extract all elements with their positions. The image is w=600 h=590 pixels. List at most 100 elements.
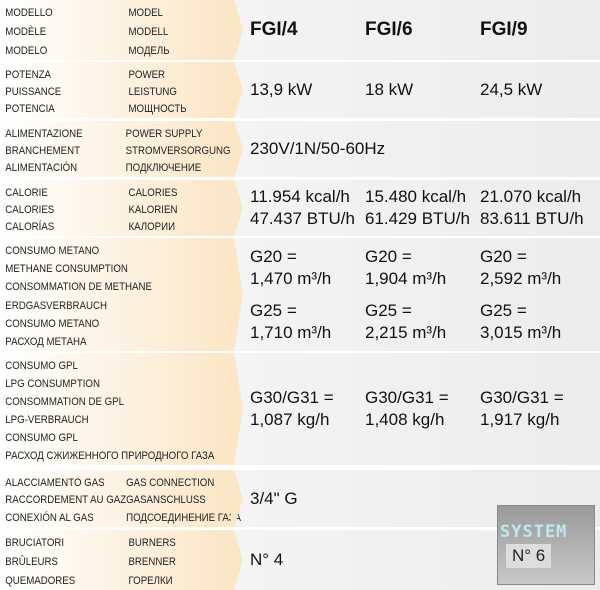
value-line: 1,087 kg/h: [250, 410, 330, 429]
label-text: CONSUMO GPL: [5, 360, 78, 372]
label-text: BRENNER: [128, 555, 176, 568]
value-line: 1,917 kg/h: [480, 410, 560, 429]
label-text: BRUCIATORI: [5, 537, 65, 550]
label-text: CALORIES: [5, 203, 55, 216]
label-text: CALORIE: [5, 186, 48, 199]
label-text: МОЩНОСТЬ: [128, 103, 187, 116]
label-text: CALORÍAS: [5, 221, 55, 234]
value: 15.480 kcal/h 61.429 BTU/h: [357, 186, 472, 230]
value-line: 47.437 BTU/h: [250, 209, 355, 228]
value-line: 11.954 kcal/h: [250, 187, 350, 206]
label-col-right: BURNERS BRENNER ГОРЕЛКИ: [128, 534, 175, 590]
label-text: KALORIEN: [128, 203, 178, 216]
label-col-left: MODELLO MODÈLE MODELO: [5, 4, 128, 60]
value: 24,5 kW: [480, 80, 543, 99]
value-line: G30/G31 =: [250, 388, 334, 407]
label-col-right: GAS CONNECTION GASANSCHLUSS ПОДСОЕДИНЕНИЕ …: [126, 474, 241, 527]
row-model: MODELLO MODÈLE MODELO MODEL MODELL МОДЕЛЬ FGI/…: [0, 0, 600, 60]
row-label: ALIMENTAZIONE BRANCHEMENT ALIMENTACIÓN POWE…: [0, 121, 231, 177]
row-values: FGI/4 FGI/6 FGI/9: [232, 0, 600, 60]
label-text: MODELLO: [5, 7, 53, 20]
row-power: POTENZA PUISSANCE POTENCIA POWER LEISTUNG МОЩ…: [0, 62, 600, 118]
label-text: CONSUMO GPL: [5, 432, 78, 444]
row-values: 11.954 kcal/h 47.437 BTU/h 15.480 kcal/h 61…: [232, 180, 600, 236]
row-values: G20 = 1,470 m³/h G25 = 1,710 m³/h G20 = 1,904…: [232, 238, 600, 351]
label-text: CALORIES: [128, 186, 178, 199]
value: 230V/1N/50-60Hz: [250, 139, 386, 158]
row-lpg-consumption: CONSUMO GPL LPG CONSUMPTION CONSOMMATION D…: [0, 353, 600, 465]
row-label: CALORIE CALORIES CALORÍAS CALORIES KALORIEN К…: [0, 180, 231, 236]
value-line: G20 =: [480, 246, 527, 266]
label-text: РАСХОД СЖИЖЕННОГО ПРИРОДНОГО ГАЗА: [5, 450, 215, 462]
label-text: POWER SUPPLY: [125, 127, 203, 140]
label-col-left: BRUCIATORI BRÛLEURS QUEMADORES: [5, 534, 128, 590]
value-line: G30/G31 =: [480, 388, 564, 407]
label-text: BRÛLEURS: [5, 555, 58, 568]
value: G20 = 2,592 m³/h G25 = 3,015 m³/h: [472, 246, 587, 344]
label-text: CONSOMMATION DE GPL: [5, 396, 124, 408]
value-line: 1,904 m³/h: [365, 268, 447, 288]
label-col-left: ALIMENTAZIONE BRANCHEMENT ALIMENTACIÓN: [5, 125, 125, 177]
value-line: G30/G31 =: [365, 388, 449, 407]
label-text: LPG CONSUMPTION: [5, 378, 100, 390]
label-text: ALACCIAMENTO GAS: [5, 476, 105, 489]
label-text: GASANSCHLUSS: [126, 494, 206, 507]
row-methane-consumption: CONSUMO METANO METHANE CONSUMPTION CONSOMM…: [0, 238, 600, 351]
label-text: POTENZA: [5, 68, 51, 81]
label-text: ПОДСОЕДИНЕНИЕ ГАЗА: [126, 512, 242, 525]
label-text: PUISSANCE: [5, 85, 62, 98]
label-col-left: CALORIE CALORIES CALORÍAS: [5, 184, 128, 236]
row-label: BRUCIATORI BRÛLEURS QUEMADORES BURNERS BRENN…: [0, 530, 231, 590]
label-text: ALIMENTACIÓN: [5, 162, 78, 175]
value: 13,9 kW: [250, 80, 313, 99]
label-text: METHANE CONSUMPTION: [5, 263, 128, 276]
value: 21.070 kcal/h 83.611 BTU/h: [472, 186, 587, 230]
value: 3/4" G: [250, 488, 298, 508]
label-text: STROMVERSORGUNG: [125, 144, 231, 157]
model-name: FGI/6: [365, 19, 413, 40]
row-label: MODELLO MODÈLE MODELO MODEL MODELL МОДЕЛЬ: [0, 0, 231, 60]
value-line: 61.429 BTU/h: [365, 209, 470, 228]
value-line: 1,710 m³/h: [250, 322, 332, 342]
row-label: ALACCIAMENTO GAS RACCORDEMENT AU GAZ CONEX…: [0, 470, 241, 527]
label-text: MODELL: [128, 25, 169, 38]
value: G30/G31 = 1,087 kg/h: [242, 387, 357, 431]
label-col-right: POWER SUPPLY STROMVERSORGUNG ПОДКЛЮЧЕНИЕ: [126, 125, 231, 177]
label-text: MODÈLE: [5, 25, 47, 38]
watermark-text: SYSTEM: [500, 522, 568, 542]
label-list: CONSUMO METANO METHANE CONSUMPTION CONSOMM…: [5, 242, 152, 351]
label-text: ALIMENTAZIONE: [5, 127, 83, 140]
value-line: 21.070 kcal/h: [480, 187, 582, 206]
label-text: CONEXIÓN AL GAS: [5, 512, 94, 525]
label-text: ГОРЕЛКИ: [128, 574, 173, 587]
label-text: GAS CONNECTION: [126, 476, 215, 489]
value-line: G20 =: [250, 246, 297, 266]
value: G20 = 1,904 m³/h G25 = 2,215 m³/h: [357, 246, 472, 344]
label-text: ERDGASVERBRAUCH: [5, 299, 107, 312]
value: 18 kW: [365, 80, 414, 99]
value-line: 2,215 m³/h: [365, 322, 447, 342]
model-name: FGI/4: [250, 19, 298, 40]
label-text: RACCORDEMENT AU GAZ: [5, 494, 127, 507]
label-text: MODELO: [5, 44, 48, 57]
label-text: LPG-VERBRAUCH: [5, 414, 89, 426]
value: G20 = 1,470 m³/h G25 = 1,710 m³/h: [242, 246, 357, 344]
label-text: LEISTUNG: [128, 85, 177, 98]
value-line: 1,470 m³/h: [250, 268, 332, 288]
row-values: 230V/1N/50-60Hz: [232, 121, 600, 177]
value: N° 4: [250, 550, 284, 569]
value-line: 3,015 m³/h: [480, 322, 562, 342]
value: G30/G31 = 1,408 kg/h: [357, 387, 472, 431]
row-values: G30/G31 = 1,087 kg/h G30/G31 = 1,408 kg/h G3…: [232, 353, 600, 465]
system-logo-watermark: SYSTEM N° 6: [497, 505, 595, 585]
value-line: 2,592 m³/h: [480, 268, 562, 288]
label-text: CONSUMO METANO: [5, 245, 100, 258]
value: N° 6: [506, 544, 552, 568]
row-label: POTENZA PUISSANCE POTENCIA POWER LEISTUNG МОЩ…: [0, 62, 231, 118]
row-values: 3/4" G: [232, 470, 600, 527]
label-text: КАЛОРИИ: [128, 221, 176, 234]
label-text: MODEL: [128, 7, 163, 20]
label-text: МОДЕЛЬ: [128, 44, 170, 57]
row-power-supply: ALIMENTAZIONE BRANCHEMENT ALIMENTACIÓN POWE…: [0, 121, 600, 177]
label-text: РАСХОД МЕТАНА: [5, 335, 87, 348]
